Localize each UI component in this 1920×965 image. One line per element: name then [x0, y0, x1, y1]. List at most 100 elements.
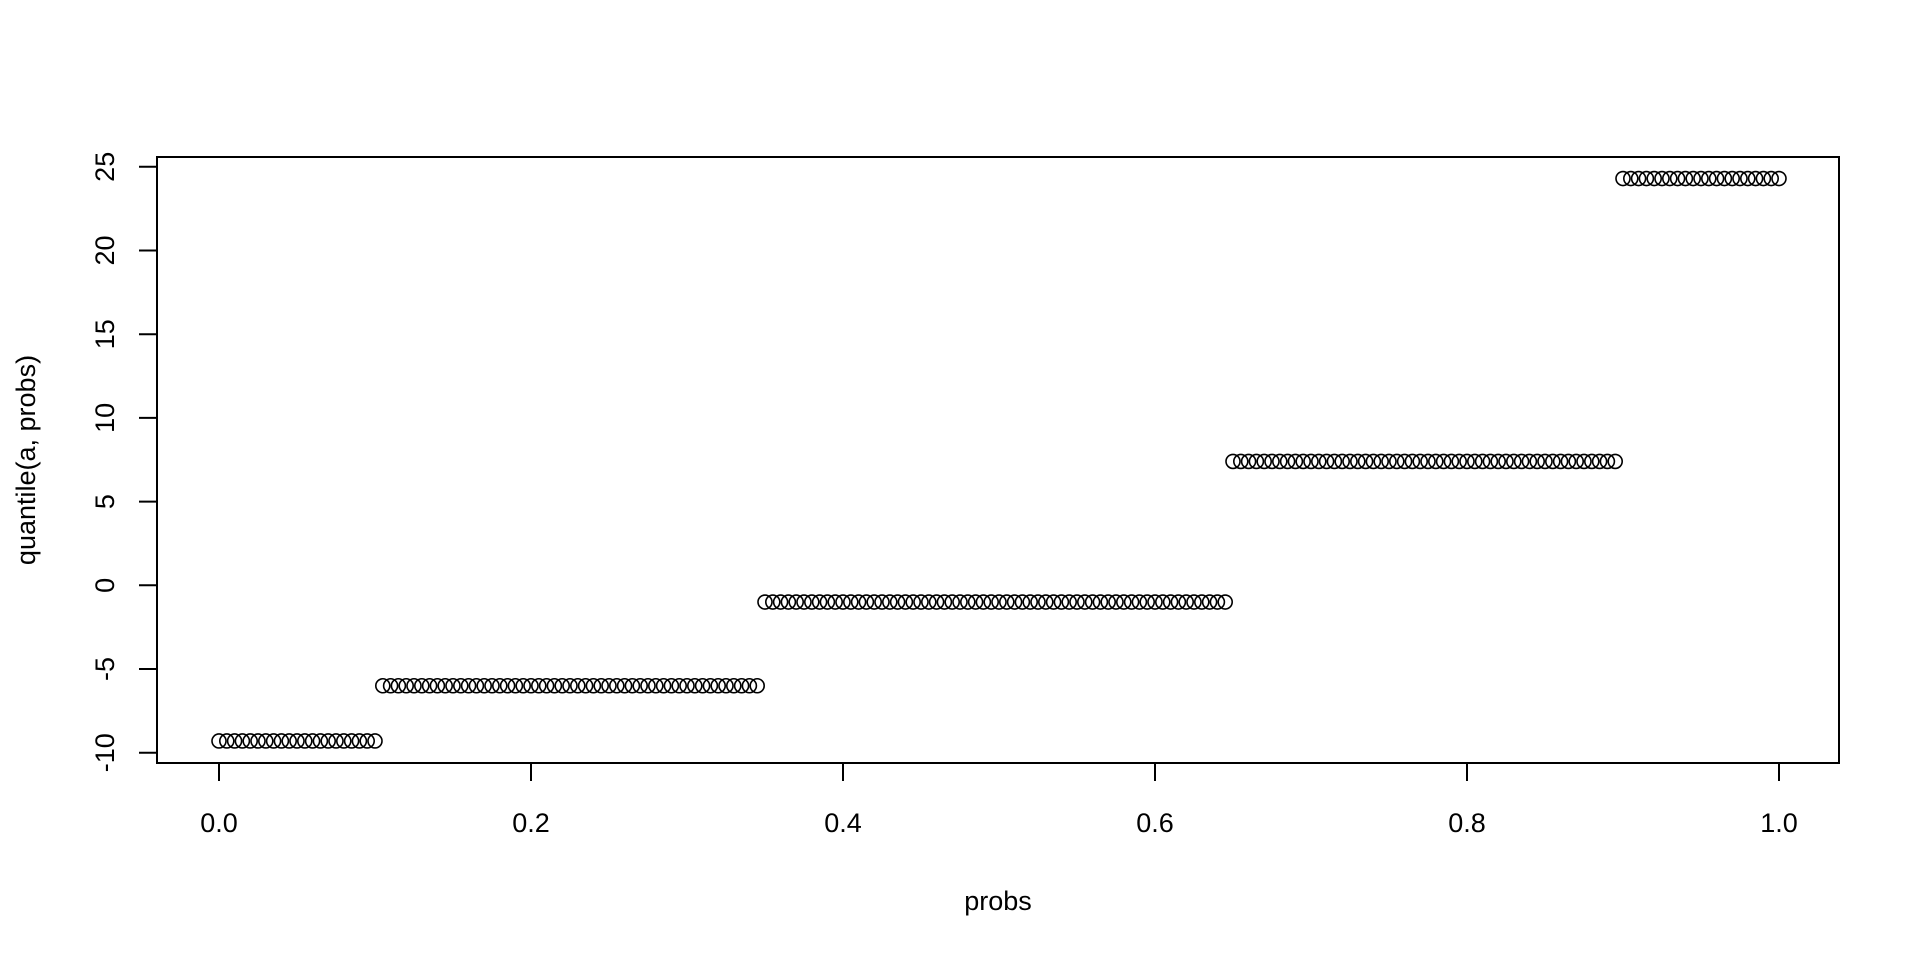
data-point: [897, 594, 914, 610]
y-tick-label: 15: [90, 319, 120, 349]
data-point: [1279, 453, 1296, 470]
data-point: [421, 677, 438, 694]
data-point: [1131, 594, 1148, 610]
data-point: [320, 733, 337, 749]
data-point: [1123, 594, 1140, 610]
data-point: [1225, 453, 1241, 470]
data-point: [1599, 453, 1616, 470]
data-point: [1069, 594, 1085, 610]
data-point: [1521, 453, 1538, 470]
data-point: [1334, 453, 1350, 470]
data-point: [1638, 170, 1655, 187]
data-point: [1318, 453, 1335, 470]
data-point: [842, 594, 859, 610]
data-point: [445, 677, 461, 694]
data-point: [265, 733, 282, 749]
x-tick-label: 0.0: [200, 808, 238, 838]
data-point: [601, 677, 617, 694]
data-point: [226, 733, 243, 749]
data-point: [858, 594, 875, 610]
data-point: [616, 677, 633, 694]
data-point: [936, 594, 953, 610]
data-point: [1701, 170, 1717, 187]
data-point: [304, 733, 321, 749]
data-point: [702, 677, 719, 694]
data-point: [242, 733, 258, 749]
data-point: [1365, 453, 1382, 470]
data-point: [1451, 453, 1467, 470]
data-point: [312, 733, 329, 749]
data-point: [1763, 170, 1779, 187]
data-point: [874, 594, 890, 610]
data-point: [959, 594, 976, 610]
data-point: [382, 677, 399, 694]
data-point: [679, 677, 695, 694]
data-point: [1350, 453, 1366, 470]
data-point: [1490, 453, 1506, 470]
data-point: [1506, 453, 1522, 470]
data-point: [1459, 453, 1475, 470]
data-point: [819, 594, 836, 610]
data-point: [772, 594, 789, 610]
data-point: [632, 677, 649, 694]
data-point: [1303, 453, 1319, 470]
data-point: [757, 594, 773, 610]
x-tick-label: 0.6: [1136, 808, 1174, 838]
data-point: [273, 733, 290, 749]
data-point: [374, 677, 391, 694]
x-tick-label: 0.4: [824, 808, 862, 838]
data-points: [211, 170, 1787, 749]
data-point: [998, 594, 1015, 610]
data-point: [499, 677, 516, 694]
y-axis: -10 -5 0 5 10 15 20 25: [90, 152, 158, 772]
data-point: [281, 733, 298, 749]
data-point: [476, 677, 493, 694]
data-point: [1607, 453, 1623, 470]
data-point: [913, 594, 929, 610]
data-point: [1685, 170, 1701, 187]
data-point: [1256, 453, 1272, 470]
data-point: [905, 594, 922, 610]
data-point: [967, 594, 984, 610]
data-point: [866, 594, 883, 610]
data-point: [1287, 453, 1304, 470]
data-point: [1108, 594, 1124, 610]
data-point: [523, 677, 539, 694]
y-tick-label: 25: [90, 152, 120, 182]
data-point: [1677, 170, 1694, 187]
data-point: [1061, 594, 1077, 610]
data-point: [928, 594, 945, 610]
data-point: [1576, 453, 1592, 470]
data-point: [1646, 170, 1662, 187]
data-point: [515, 677, 532, 694]
data-point: [733, 677, 750, 694]
data-point: [1186, 594, 1202, 610]
data-point: [749, 677, 766, 694]
data-point: [608, 677, 625, 694]
data-point: [1568, 453, 1584, 470]
data-point: [585, 677, 602, 694]
data-point: [1404, 453, 1421, 470]
data-point: [1264, 453, 1280, 470]
data-point: [1420, 453, 1436, 470]
data-point: [577, 677, 594, 694]
data-point: [1630, 170, 1647, 187]
data-point: [803, 594, 820, 610]
data-point: [507, 677, 524, 694]
data-point: [234, 733, 251, 749]
data-point: [850, 594, 867, 610]
data-point: [1357, 453, 1374, 470]
data-point: [1084, 594, 1101, 610]
data-point: [1022, 594, 1038, 610]
data-point: [1155, 594, 1171, 610]
data-point: [1732, 170, 1748, 187]
data-point: [710, 677, 727, 694]
x-axis-label: probs: [964, 886, 1032, 916]
data-point: [920, 594, 937, 610]
data-point: [1552, 453, 1569, 470]
data-point: [343, 733, 360, 749]
data-point: [390, 677, 407, 694]
data-point: [1147, 594, 1163, 610]
data-point: [811, 594, 828, 610]
